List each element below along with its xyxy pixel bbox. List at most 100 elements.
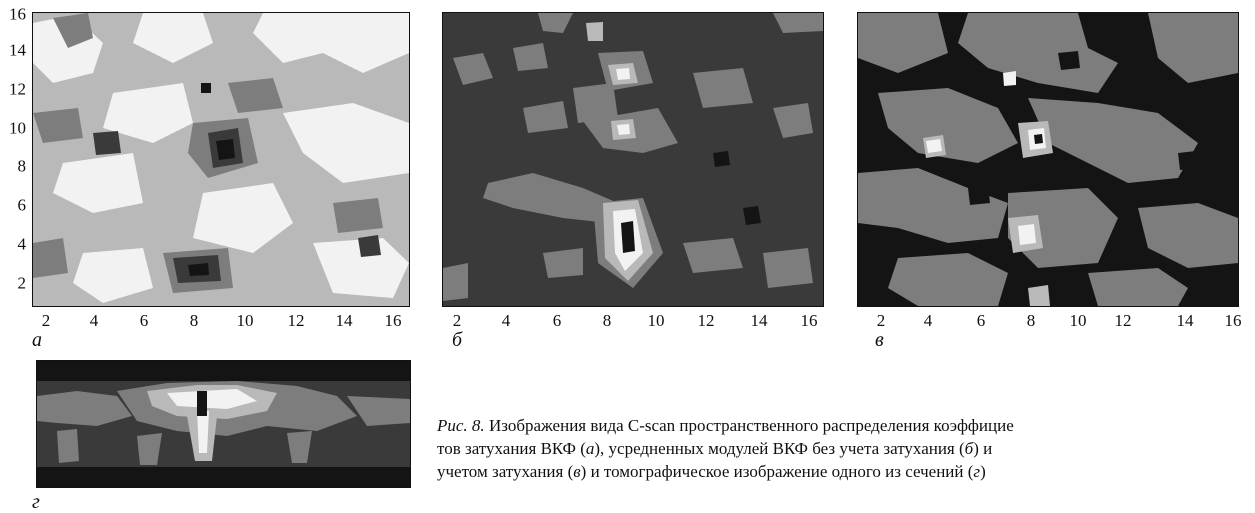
contour-region-a8	[73, 248, 153, 303]
panel-label-b: б	[452, 329, 463, 351]
contour-region-b5	[523, 101, 568, 133]
contour-region-v20	[926, 139, 942, 153]
figure-caption: Рис. 8. Изображения вида C-scan простран…	[437, 414, 1252, 483]
contour-region-a19	[93, 131, 121, 155]
x-tick-a: 4	[89, 311, 99, 330]
x-tick-a: 2	[41, 311, 51, 330]
contour-region-a3	[253, 13, 409, 73]
caption-line-2: тов затухания ВКФ (а), усредненных модул…	[437, 437, 1252, 460]
y-tick-a: 16	[9, 4, 26, 24]
contour-region-v3	[1148, 13, 1238, 83]
x-tick-v: 4	[923, 311, 933, 330]
x-tick-a: 12	[287, 311, 305, 330]
contour-region-a6	[53, 153, 143, 213]
contour-region-a7	[193, 183, 293, 253]
contour-region-b15	[538, 13, 573, 33]
plot-g	[36, 360, 411, 488]
tomogram-region-g10	[197, 411, 209, 453]
contour-region-a21	[216, 139, 235, 160]
caption-text: тов затухания ВКФ (	[437, 439, 586, 458]
contour-region-v19	[1018, 224, 1036, 245]
caption-text: )	[980, 462, 986, 481]
figure-number: Рис. 8.	[437, 416, 485, 435]
contour-region-v12	[1178, 151, 1198, 170]
x-tick-b: 12	[697, 311, 715, 330]
caption-text: ) и томографическое изображение одного и…	[580, 462, 974, 481]
contour-region-v22	[1034, 134, 1043, 144]
contour-region-b7	[693, 68, 753, 108]
contour-region-b11	[543, 248, 583, 278]
contour-region-b23	[617, 124, 630, 135]
contour-region-b12	[683, 238, 743, 273]
panel-v: 2 4 6 8 10 12 14 16 в	[855, 0, 1255, 400]
contour-region-b20	[586, 22, 603, 41]
contour-region-b9	[483, 173, 618, 223]
tomogram-region-g1	[37, 391, 132, 426]
contour-region-a20	[358, 235, 381, 257]
contour-region-a16	[33, 238, 68, 278]
x-tick-a: 14	[335, 311, 353, 330]
panel-a: 16 14 12 10 8 6 4 2 2 4 6 8 10 12 14 16 …	[0, 0, 420, 400]
contour-region-b2	[513, 43, 548, 71]
contour-region-a2	[133, 13, 213, 63]
tomogram-region-g4	[57, 429, 79, 463]
contour-region-b8	[773, 103, 813, 138]
tomogram-region-g5	[137, 433, 162, 465]
caption-ref-a: а	[585, 439, 595, 458]
tomogram-region-g6	[287, 431, 312, 463]
contour-region-a23	[201, 83, 211, 93]
contour-region-a10	[53, 13, 93, 48]
y-tick-a: 2	[17, 273, 27, 293]
x-tick-a: 8	[189, 311, 199, 330]
y-tick-a: 12	[9, 79, 26, 99]
plot-a	[32, 12, 410, 307]
contour-region-v4	[878, 88, 1018, 163]
x-tick-v: 2	[876, 311, 886, 330]
contour-plot-b	[443, 13, 823, 306]
y-tick-a: 6	[17, 195, 27, 215]
panel-g: г	[0, 350, 420, 512]
x-tick-b: 6	[552, 311, 562, 330]
contour-region-v5	[1028, 98, 1198, 183]
panel-b: 2 4 6 8 10 12 14 16 б	[440, 0, 840, 400]
caption-text: Изображения вида C-scan пространственног…	[484, 416, 1014, 435]
tomogram-bottom-band	[37, 467, 410, 487]
contour-region-v10	[1088, 268, 1188, 306]
plot-b	[442, 12, 824, 307]
caption-line-1: Рис. 8. Изображения вида C-scan простран…	[437, 414, 1252, 437]
contour-region-v9	[888, 253, 1008, 306]
x-tick-b: 8	[602, 311, 612, 330]
contour-region-b14	[443, 263, 468, 301]
caption-ref-g: г	[973, 462, 981, 481]
x-tick-v: 10	[1069, 311, 1087, 330]
x-tick-b: 16	[800, 311, 818, 330]
contour-plot-v	[858, 13, 1238, 306]
contour-region-b16	[773, 13, 823, 33]
tomogram-top-band	[37, 361, 410, 381]
x-tick-b: 4	[501, 311, 511, 330]
contour-region-a22	[188, 263, 209, 276]
contour-region-a5	[283, 103, 409, 183]
contour-region-a9	[313, 238, 409, 298]
contour-region-b22	[616, 68, 630, 80]
contour-region-a14	[333, 198, 383, 233]
caption-ref-v: в	[573, 462, 581, 481]
x-tick-v: 6	[976, 311, 986, 330]
x-tick-a: 16	[384, 311, 402, 330]
caption-text: учетом затухания (	[437, 462, 574, 481]
y-tick-a: 14	[9, 40, 26, 60]
contour-region-v6	[858, 168, 1008, 243]
tomogram-region-g3	[347, 396, 410, 426]
contour-region-a4	[103, 83, 193, 143]
y-tick-a: 8	[17, 156, 27, 176]
tomogram-region-g11	[197, 391, 207, 416]
contour-region-v11	[968, 186, 990, 205]
tomogram-g	[37, 361, 410, 487]
contour-region-v1	[858, 13, 948, 73]
x-tick-b: 10	[647, 311, 665, 330]
plot-v	[857, 12, 1239, 307]
contour-region-v17	[1028, 285, 1050, 306]
x-tick-v: 12	[1114, 311, 1132, 330]
caption-text: ), усредненных модулей ВКФ без учета зат…	[594, 439, 965, 458]
caption-line-3: учетом затухания (в) и томографическое и…	[437, 460, 1252, 483]
